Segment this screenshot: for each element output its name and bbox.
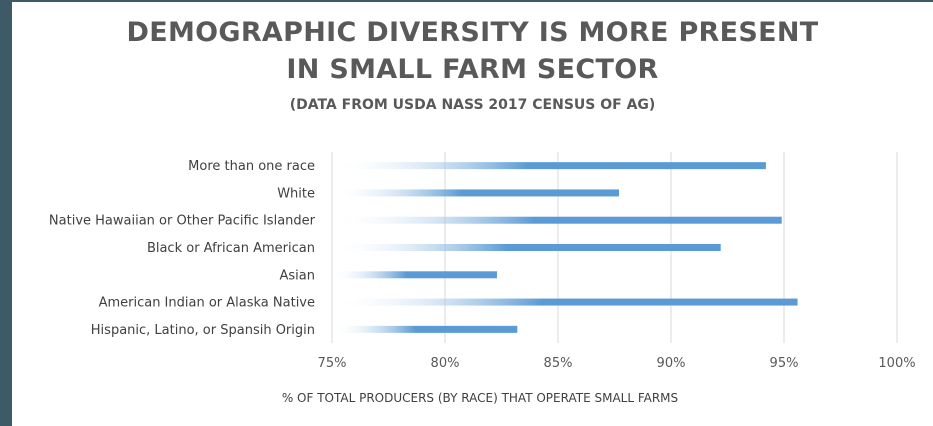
bar-chart: More than one race White Native Hawaiian o… (49, 152, 916, 405)
x-tick-label: 75% (318, 356, 347, 371)
chart-card: DEMOGRAPHIC DIVERSITY IS MORE PRESENT IN… (12, 2, 933, 426)
category-label: White (277, 186, 315, 201)
chart-title-line-2: IN SMALL FARM SECTOR (286, 54, 659, 85)
bar (332, 244, 721, 251)
bar (332, 216, 782, 224)
bar (332, 162, 766, 170)
x-tick-label: 95% (770, 356, 799, 371)
bar (332, 189, 620, 197)
chart-title: DEMOGRAPHIC DIVERSITY IS MORE PRESENT IN… (12, 14, 933, 88)
bar (332, 298, 798, 306)
category-label: Black or African American (147, 241, 315, 256)
category-label: Asian (280, 268, 315, 283)
x-tick-label: 90% (657, 356, 686, 371)
category-label: American Indian or Alaska Native (99, 296, 315, 311)
chart-title-line-1: DEMOGRAPHIC DIVERSITY IS MORE PRESENT (126, 17, 819, 48)
category-label: Hispanic, Latino, or Spansih Origin (91, 323, 315, 338)
category-label: More than one race (188, 159, 315, 174)
x-tick-label: 100% (878, 356, 915, 371)
x-axis-label: % OF TOTAL PRODUCERS (BY RACE) THAT OPER… (282, 391, 678, 405)
x-tick-label: 80% (431, 356, 460, 371)
bar (332, 271, 497, 279)
category-label: Native Hawaiian or Other Pacific Islande… (49, 214, 316, 229)
x-tick-label: 85% (544, 356, 573, 371)
chart-subtitle: (DATA FROM USDA NASS 2017 CENSUS OF AG) (289, 97, 656, 113)
bar (332, 325, 518, 333)
